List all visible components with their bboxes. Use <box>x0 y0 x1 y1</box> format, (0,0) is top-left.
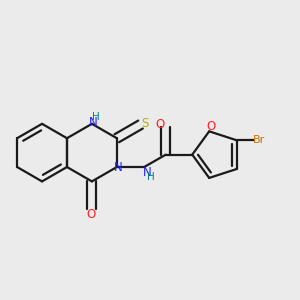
Text: Br: Br <box>253 135 265 145</box>
Text: O: O <box>86 208 95 221</box>
Text: O: O <box>155 118 164 131</box>
Text: N: N <box>88 116 97 129</box>
Text: S: S <box>142 117 149 130</box>
Text: H: H <box>92 112 100 122</box>
Text: H: H <box>147 172 155 182</box>
Text: N: N <box>114 161 123 175</box>
Text: O: O <box>207 120 216 133</box>
Text: N: N <box>142 166 151 179</box>
